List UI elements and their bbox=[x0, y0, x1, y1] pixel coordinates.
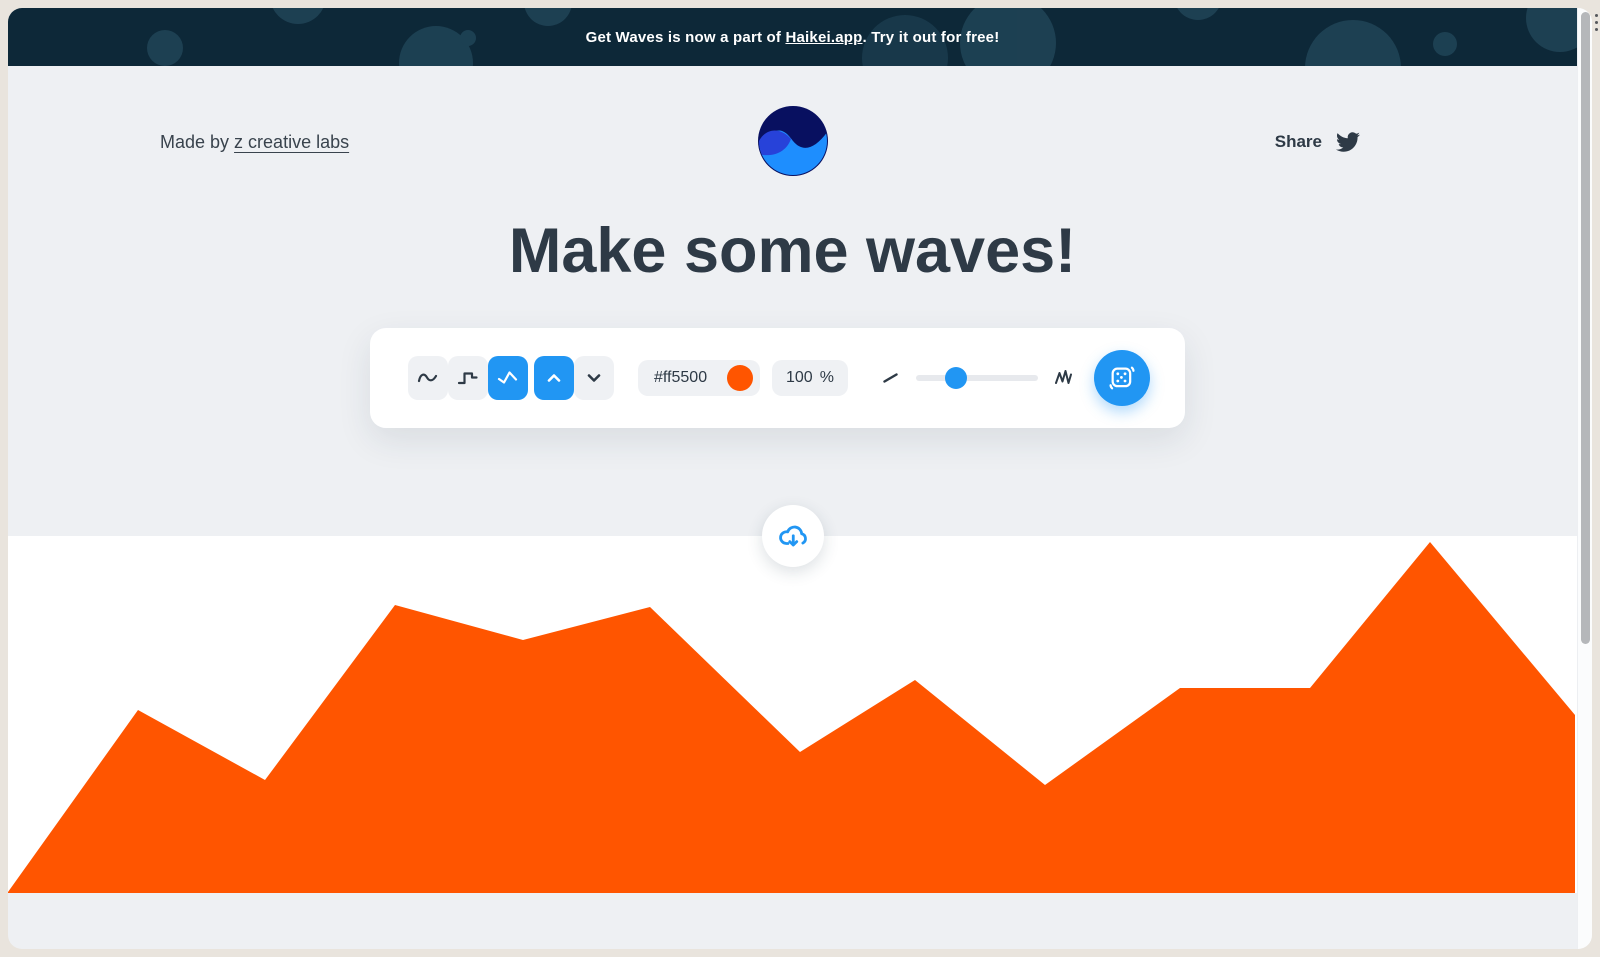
triangle-wave-icon bbox=[497, 371, 518, 384]
opacity-unit: % bbox=[819, 369, 834, 386]
opacity-input[interactable]: 100 % bbox=[772, 360, 848, 396]
get-waves-logo-icon bbox=[757, 106, 828, 176]
dice-icon bbox=[1109, 366, 1135, 390]
cloud-download-icon bbox=[778, 525, 807, 547]
scrollbar-thumb[interactable] bbox=[1581, 12, 1590, 644]
banner-message: Get Waves is now a part of Haikei.app. T… bbox=[8, 8, 1577, 66]
slider-track[interactable] bbox=[916, 367, 1038, 389]
frame-dots-decoration bbox=[1594, 14, 1598, 31]
high-complexity-icon bbox=[1055, 370, 1072, 384]
wave-direction-group bbox=[534, 356, 614, 400]
randomize-button[interactable] bbox=[1094, 350, 1150, 406]
page-title: Make some waves! bbox=[508, 216, 1077, 286]
wave-type-square[interactable] bbox=[448, 356, 488, 400]
banner-decoration-circles bbox=[147, 8, 1577, 66]
slider-thumb[interactable] bbox=[945, 367, 968, 389]
made-by-credit: Made by z creative labs bbox=[160, 132, 349, 153]
direction-down[interactable] bbox=[574, 356, 614, 400]
banner-text-prefix: Get Waves is now a part of bbox=[585, 28, 786, 46]
wave-type-group bbox=[408, 356, 528, 400]
low-complexity-icon bbox=[883, 373, 898, 383]
wave-canvas bbox=[8, 536, 1577, 893]
page-content: Get Waves is now a part of Haikei.app. T… bbox=[8, 8, 1577, 949]
announcement-banner: Get Waves is now a part of Haikei.app. T… bbox=[8, 8, 1577, 66]
z-creative-labs-link[interactable]: z creative labs bbox=[234, 132, 350, 152]
sine-wave-icon bbox=[417, 373, 438, 383]
color-value: #ff5500 bbox=[654, 369, 708, 386]
banner-text-suffix: . Try it out for free! bbox=[862, 28, 1000, 46]
twitter-icon bbox=[1336, 132, 1360, 152]
wave-shape bbox=[8, 542, 1575, 893]
wave-type-sine[interactable] bbox=[408, 356, 448, 400]
app-window: Get Waves is now a part of Haikei.app. T… bbox=[8, 8, 1592, 949]
download-button[interactable] bbox=[761, 505, 824, 567]
color-swatch[interactable] bbox=[727, 365, 753, 391]
complexity-slider bbox=[882, 366, 1074, 390]
wave-toolbar: #ff5500 100 % bbox=[370, 328, 1185, 428]
made-by-text: Made by bbox=[160, 132, 235, 152]
share-label: Share bbox=[1274, 132, 1322, 151]
chevron-down-icon bbox=[587, 374, 601, 382]
direction-up[interactable] bbox=[534, 356, 574, 400]
opacity-value: 100 bbox=[786, 369, 813, 386]
share-button[interactable]: Share bbox=[1275, 130, 1360, 154]
haikei-link[interactable]: Haikei.app bbox=[785, 28, 863, 46]
wave-type-triangle[interactable] bbox=[488, 356, 528, 400]
generated-wave-svg bbox=[8, 542, 1575, 893]
scrollbar-track[interactable] bbox=[1577, 8, 1592, 949]
color-input[interactable]: #ff5500 bbox=[638, 360, 760, 396]
chevron-up-icon bbox=[547, 374, 561, 382]
header: Made by z creative labs Share bbox=[8, 66, 1577, 216]
square-wave-icon bbox=[457, 372, 478, 385]
